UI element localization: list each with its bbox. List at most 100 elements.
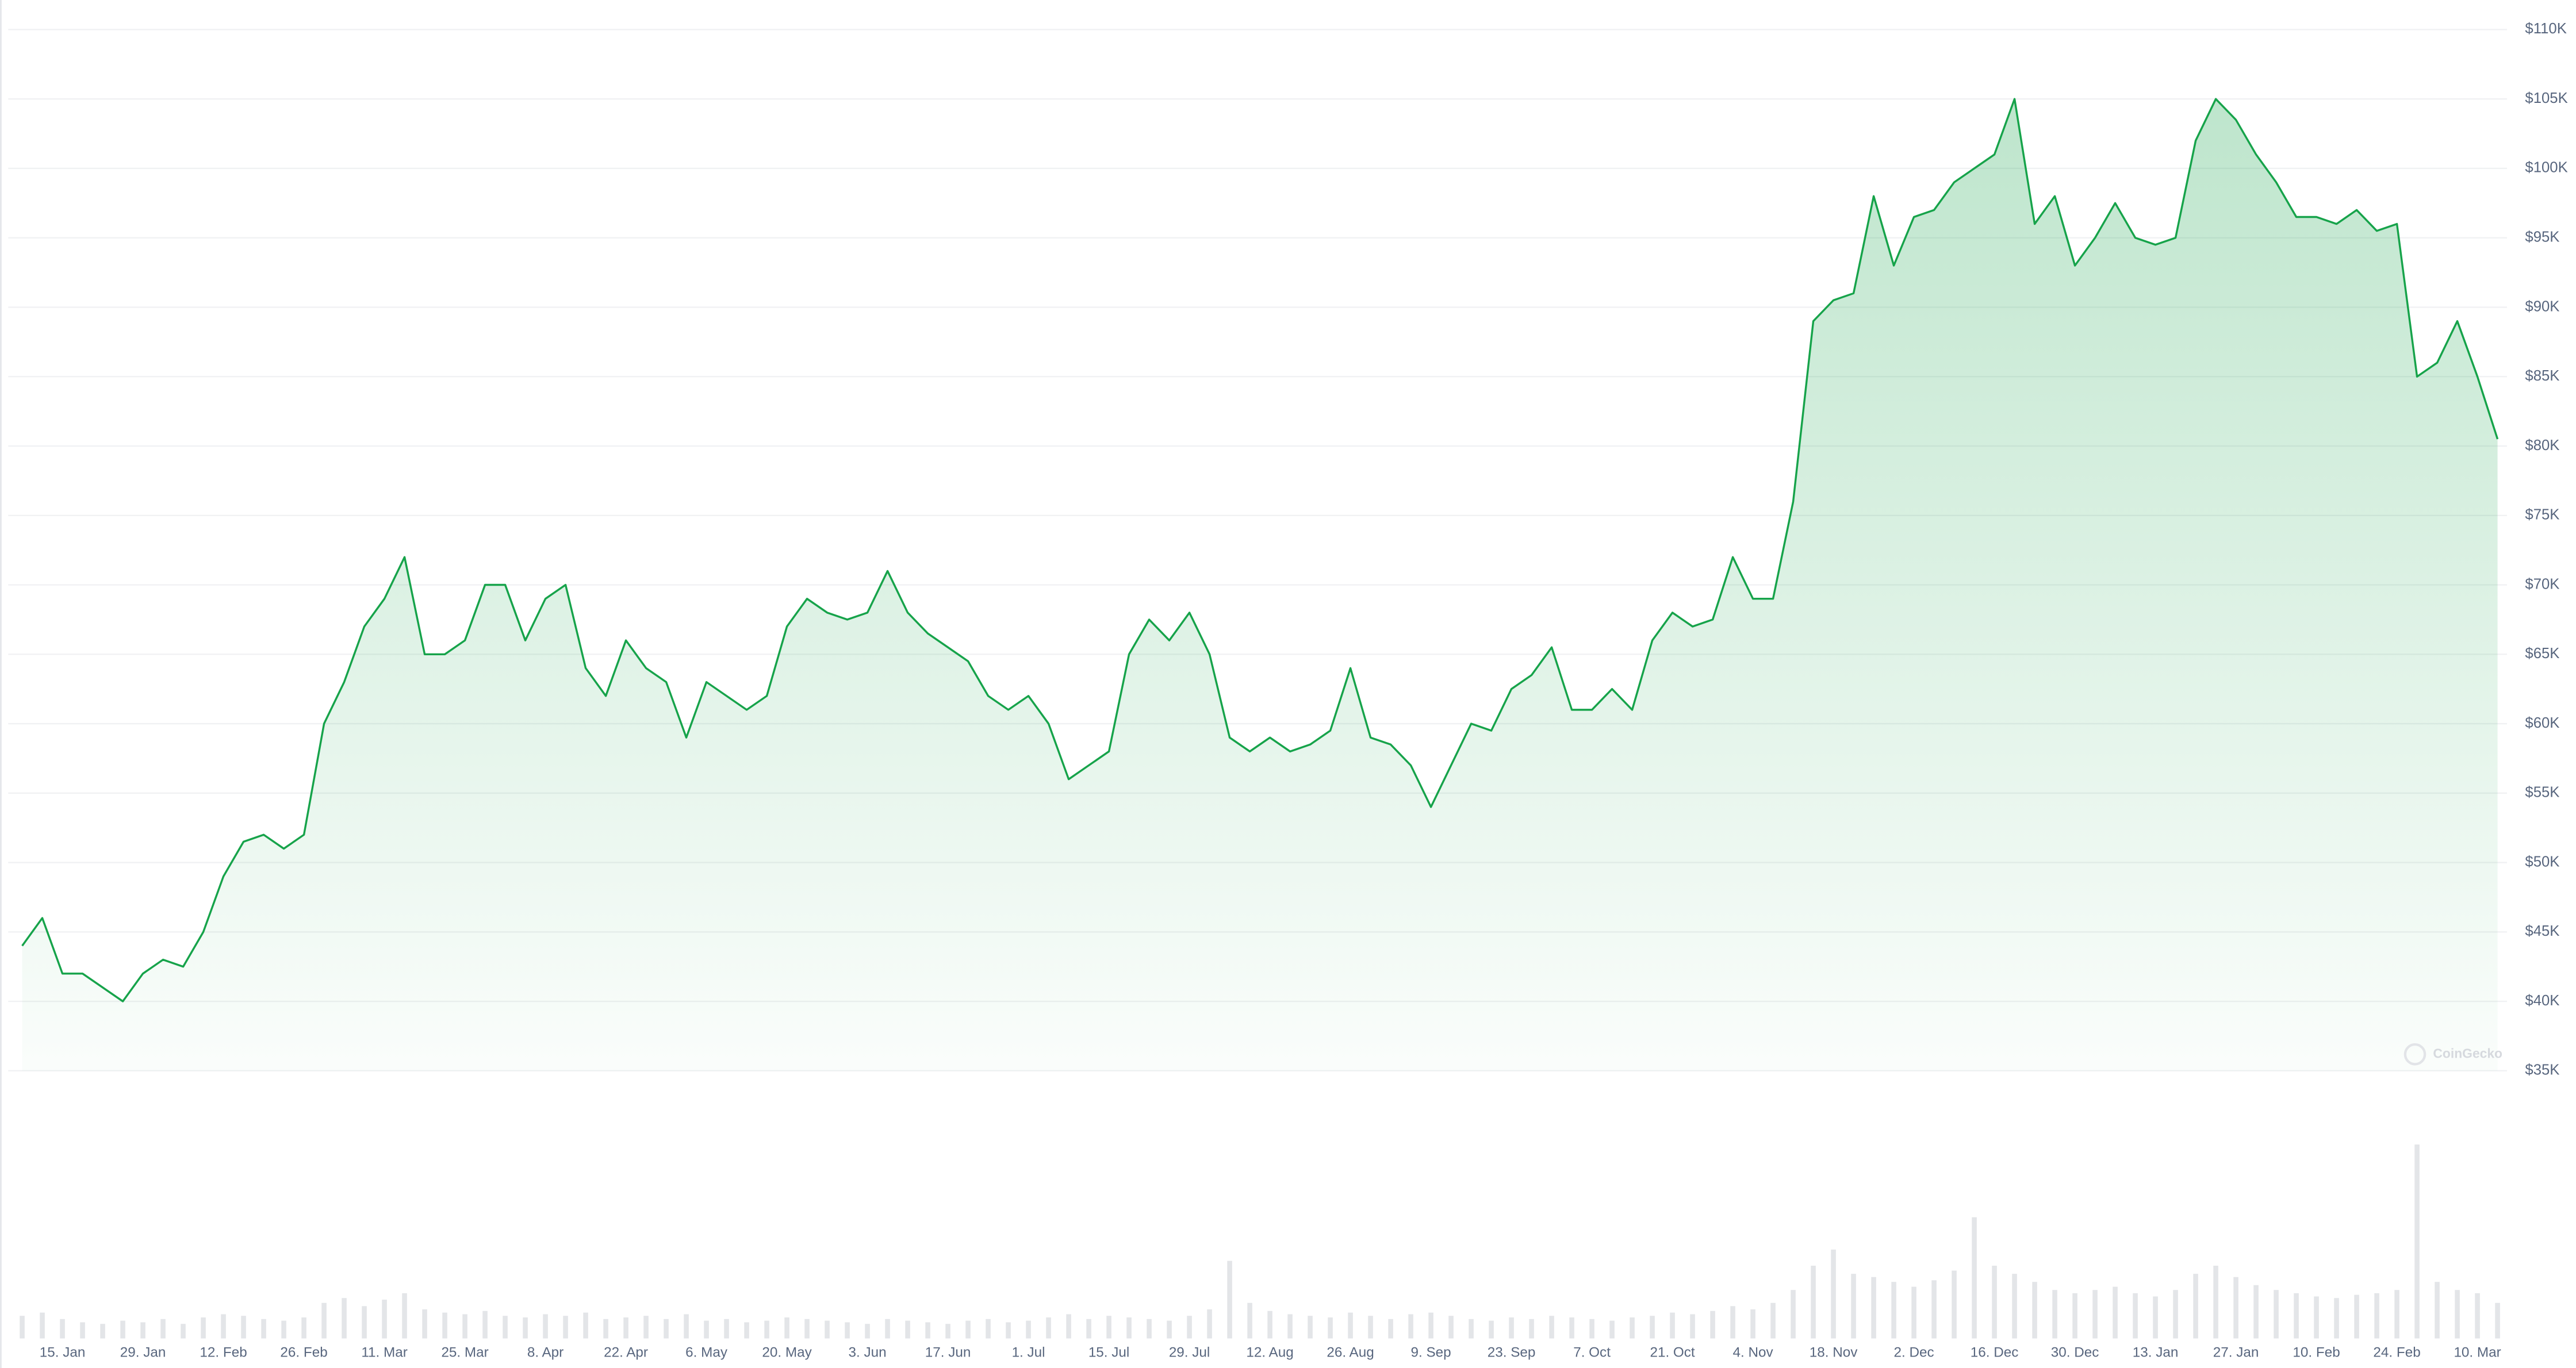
volume-bar — [40, 1312, 45, 1339]
x-tick-label: 8. Apr — [527, 1345, 564, 1361]
volume-bar — [140, 1322, 145, 1339]
x-tick-label: 10. Mar — [2454, 1345, 2501, 1361]
volume-bar — [301, 1317, 306, 1339]
y-tick-label: $55K — [2525, 785, 2559, 801]
y-tick-label: $40K — [2525, 993, 2559, 1009]
volume-bar — [965, 1320, 971, 1339]
volume-bar — [2153, 1296, 2158, 1339]
volume-bar — [684, 1314, 689, 1339]
x-tick-label: 9. Sep — [1410, 1345, 1451, 1361]
volume-bar — [2274, 1290, 2279, 1339]
x-tick-label: 27. Jan — [2213, 1345, 2259, 1361]
volume-bar — [845, 1322, 850, 1339]
volume-bar — [1931, 1280, 1937, 1339]
y-tick-label: $50K — [2525, 854, 2559, 870]
volume-bar — [1066, 1314, 1071, 1339]
watermark: CoinGecko — [2404, 1043, 2502, 1066]
volume-bar — [1710, 1311, 1715, 1339]
volume-bar — [80, 1322, 85, 1339]
volume-bar — [2213, 1266, 2218, 1339]
y-tick-label: $35K — [2525, 1062, 2559, 1078]
volume-bar — [181, 1324, 186, 1339]
volume-bar — [2193, 1274, 2198, 1339]
x-tick-label: 4. Nov — [1733, 1345, 1774, 1361]
price-area — [22, 99, 2498, 1071]
volume-bar — [603, 1319, 608, 1339]
volume-bar — [1287, 1314, 1293, 1339]
volume-bar — [1267, 1311, 1272, 1339]
volume-bar — [2012, 1274, 2017, 1339]
volume-bar — [2133, 1293, 2138, 1339]
volume-bar — [1509, 1317, 1514, 1339]
volume-bar — [865, 1324, 870, 1339]
x-tick-label: 12. Aug — [1246, 1345, 1293, 1361]
volume-bar — [1891, 1282, 1896, 1339]
volume-bar — [1670, 1312, 1675, 1339]
volume-bar — [1147, 1319, 1152, 1339]
volume-bar — [261, 1319, 266, 1339]
volume-bar — [1489, 1320, 1494, 1339]
volume-bar — [442, 1312, 447, 1339]
volume-bar — [1831, 1249, 1836, 1339]
x-tick-label: 13. Jan — [2133, 1345, 2179, 1361]
volume-bar — [1187, 1316, 1192, 1339]
volume-bar — [1529, 1319, 1534, 1339]
volume-bar — [1770, 1302, 1776, 1339]
x-tick-label: 7. Oct — [1573, 1345, 1611, 1361]
x-tick-label: 24. Feb — [2373, 1345, 2420, 1361]
x-tick-label: 17. Jun — [925, 1345, 971, 1361]
watermark-text: CoinGecko — [2433, 1046, 2502, 1060]
volume-bar — [1549, 1316, 1554, 1339]
volume-bar — [2314, 1296, 2319, 1339]
y-tick-label: $65K — [2525, 645, 2559, 662]
price-line — [21, 98, 2499, 1002]
x-tick-label: 15. Jan — [40, 1345, 86, 1361]
volume-bar — [2354, 1294, 2359, 1339]
volume-bar — [523, 1317, 528, 1339]
volume-bar — [804, 1319, 810, 1339]
volume-bar — [2455, 1290, 2460, 1339]
volume-bar — [2435, 1282, 2440, 1339]
x-tick-label: 6. May — [685, 1345, 728, 1361]
volume-bar — [2475, 1293, 2480, 1339]
y-tick-label: $85K — [2525, 368, 2559, 384]
volume-bar — [100, 1324, 105, 1339]
volume-bar — [2374, 1293, 2379, 1339]
volume-bar — [643, 1316, 649, 1339]
volume-bar — [120, 1320, 125, 1339]
volume-bar — [664, 1319, 669, 1339]
volume-bar — [1106, 1316, 1111, 1339]
volume-bar — [1630, 1317, 1635, 1339]
volume-bar — [1569, 1317, 1574, 1339]
volume-bar — [2394, 1290, 2399, 1339]
x-tick-label: 10. Feb — [2293, 1345, 2340, 1361]
volume-bar — [20, 1316, 25, 1339]
x-tick-label: 12. Feb — [200, 1345, 247, 1361]
y-tick-label: $60K — [2525, 715, 2559, 731]
volume-bar — [1871, 1277, 1876, 1339]
volume-bar — [2072, 1293, 2077, 1339]
x-tick-label: 15. Jul — [1088, 1345, 1130, 1361]
volume-bar — [1609, 1320, 1615, 1339]
y-tick-label: $90K — [2525, 298, 2559, 314]
volume-bar — [2032, 1282, 2037, 1339]
volume-bar — [1328, 1317, 1333, 1339]
y-tick-label: $110K — [2525, 21, 2566, 37]
volume-bar — [1408, 1314, 1413, 1339]
volume-bar — [1650, 1316, 1655, 1339]
volume-bar — [1750, 1309, 1755, 1339]
volume-bar — [241, 1316, 246, 1339]
volume-bar — [986, 1319, 991, 1339]
volume-bar — [1992, 1266, 1997, 1339]
x-tick-label: 2. Dec — [1894, 1345, 1934, 1361]
volume-bar — [2253, 1285, 2259, 1339]
volume-bar — [221, 1314, 226, 1339]
volume-bar — [2233, 1277, 2238, 1339]
volume-bar — [1690, 1314, 1695, 1339]
volume-bar — [1448, 1316, 1454, 1339]
volume-bar — [2334, 1298, 2339, 1339]
y-tick-label: $95K — [2525, 229, 2559, 245]
volume-bar — [160, 1319, 166, 1339]
